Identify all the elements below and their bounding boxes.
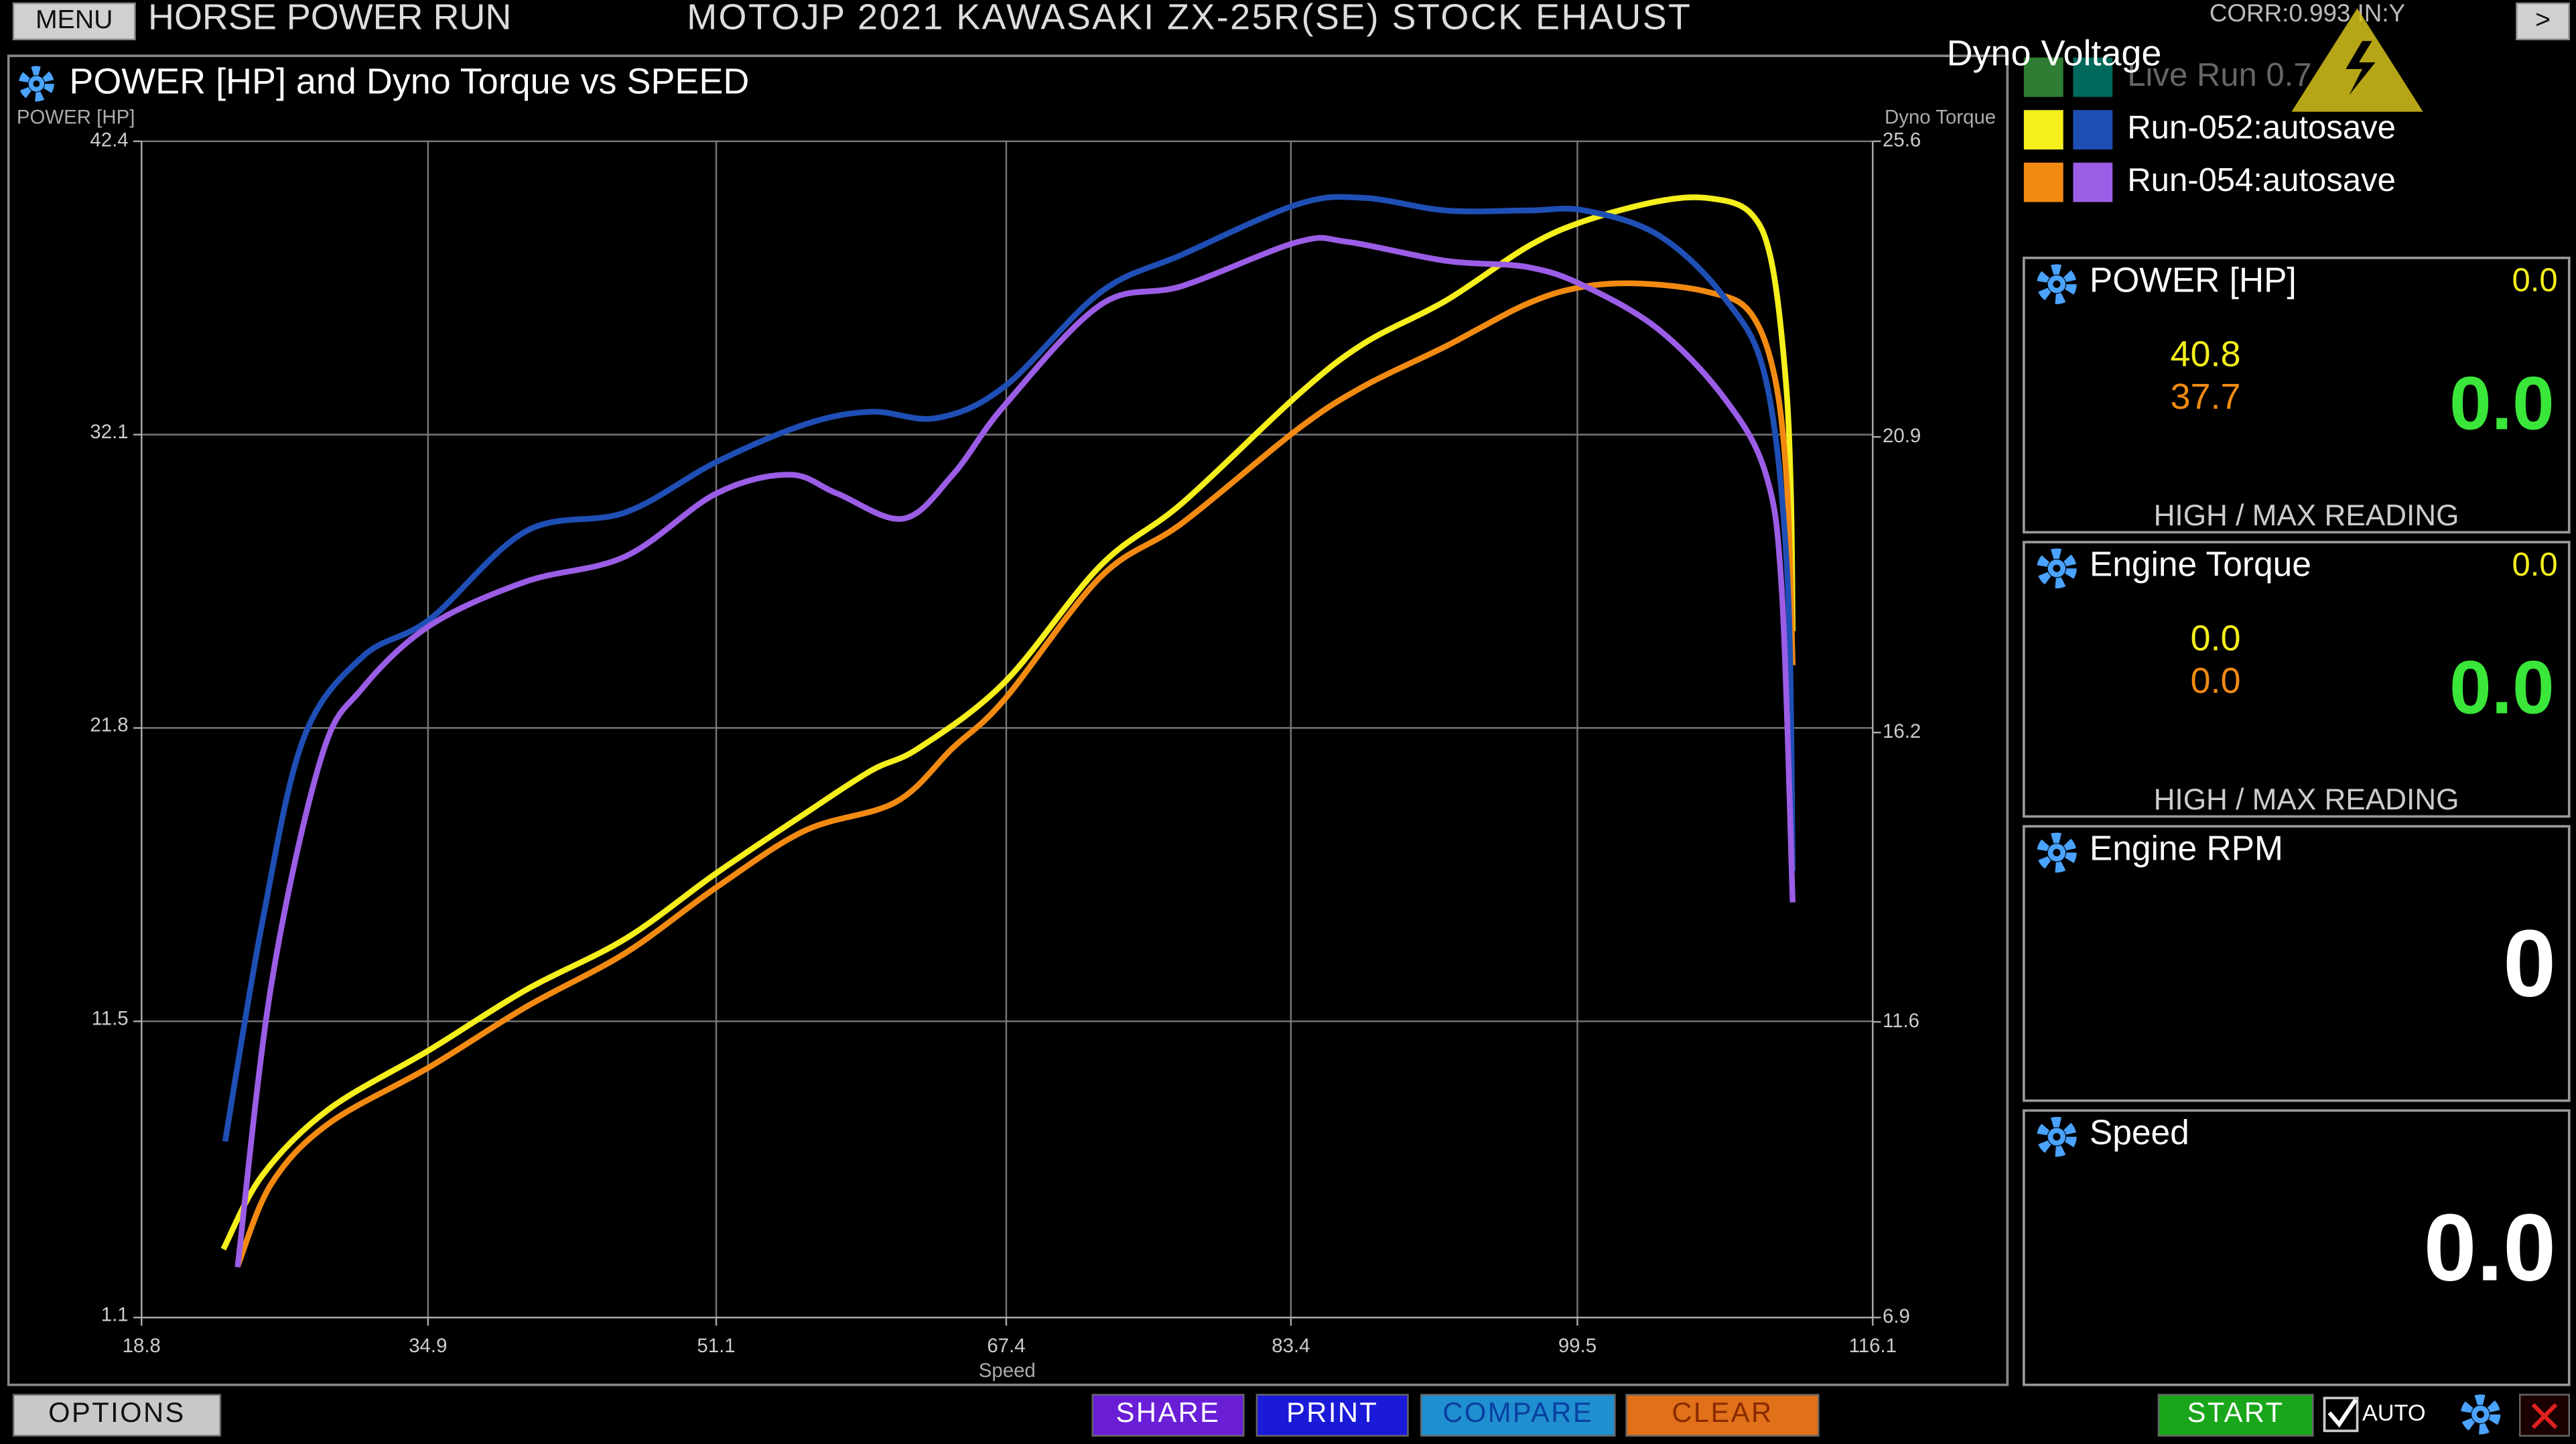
chart-title: POWER [HP] and Dyno Torque vs SPEED — [69, 61, 749, 101]
gear-icon-hole — [2053, 1133, 2061, 1141]
x-tick-label: 18.8 — [123, 1335, 161, 1357]
y2-tick-label: 11.6 — [1883, 1010, 1919, 1032]
x-tick-label: 51.1 — [697, 1335, 735, 1357]
panel-high-value: 40.8 — [2171, 334, 2241, 374]
legend-swatch — [2023, 110, 2063, 150]
panel-big-value: 0.0 — [2449, 645, 2555, 729]
button[interactable] — [1091, 1394, 1245, 1437]
legend-swatch — [2073, 162, 2113, 202]
legend-swatch — [2073, 57, 2113, 97]
y-axis-label: POWER [HP] — [17, 106, 135, 128]
x-tick-label: 83.4 — [1272, 1335, 1310, 1357]
gear-icon-hole — [2053, 848, 2061, 856]
panel-live-value: 0.0 — [2512, 547, 2557, 583]
y2-tick-label: 25.6 — [1883, 129, 1921, 151]
button[interactable] — [12, 1394, 222, 1437]
panel-max-value: 0.0 — [2190, 661, 2240, 701]
panel-live-value: 0.0 — [2512, 263, 2557, 299]
panel-title: POWER [HP] — [2090, 260, 2297, 299]
button-label[interactable]: PRINT — [1286, 1396, 1378, 1428]
gear-icon — [2037, 548, 2077, 589]
voltage-label: Dyno Voltage — [1947, 34, 2162, 74]
y-tick-label: 42.4 — [90, 129, 128, 151]
legend-label: Live Run 0.7 — [2127, 57, 2311, 93]
panels: POWER [HP] 0.0 40.837.7 0.0 HIGH / MAX READI… — [2023, 257, 2571, 1386]
x-tick-label: 34.9 — [409, 1335, 447, 1357]
series-line — [220, 194, 1796, 1251]
series-line — [222, 194, 1796, 1142]
menu-label[interactable]: MENU — [36, 5, 113, 34]
gear-icon — [2037, 264, 2077, 304]
bolt-icon — [2346, 41, 2376, 96]
y-tick-label: 1.1 — [101, 1304, 129, 1326]
button[interactable] — [2157, 1394, 2314, 1437]
legend-label: Run-054:autosave — [2127, 162, 2396, 198]
legend: Live Run 0.7 Run-052:autosave Run-054:auto… — [2023, 57, 2396, 202]
panel-title: Speed — [2090, 1113, 2189, 1152]
button-label[interactable]: COMPARE — [1442, 1396, 1593, 1428]
legend-swatch — [2023, 162, 2063, 202]
chart: POWER [HP] and Dyno Torque vs SPEED POWER… — [17, 61, 1996, 1382]
readout-panel — [2023, 257, 2571, 534]
next-label[interactable]: > — [2535, 5, 2551, 34]
button-label[interactable]: START — [2187, 1396, 2285, 1428]
panel-big-value: 0.0 — [2424, 1195, 2557, 1301]
panel-footer: HIGH / MAX READING — [2154, 783, 2459, 816]
next-button[interactable] — [2516, 2, 2571, 41]
y2-tick-label: 20.9 — [1883, 425, 1921, 447]
series-line — [234, 235, 1796, 1268]
gear-icon-hole — [33, 80, 40, 87]
panel-big-value: 0 — [2503, 910, 2556, 1016]
legend-label: Run-052:autosave — [2127, 110, 2396, 146]
readout-panel — [2023, 541, 2571, 818]
gear-icon-hole — [2476, 1410, 2484, 1419]
x-tick-label: 116.1 — [1849, 1335, 1897, 1357]
gear-icon — [18, 66, 54, 102]
legend-swatch — [2073, 110, 2113, 150]
button-label[interactable]: OPTIONS — [48, 1396, 186, 1428]
y2-tick-label: 16.2 — [1883, 720, 1921, 742]
readout-panel — [2023, 1109, 2571, 1386]
gear-icon — [2460, 1394, 2501, 1435]
readout-panel — [2023, 825, 2571, 1102]
panel-footer: HIGH / MAX READING — [2154, 499, 2459, 532]
gear-icon — [2037, 1116, 2077, 1157]
chart-frame — [7, 54, 2009, 1386]
button[interactable] — [1256, 1394, 1409, 1437]
menu-button[interactable] — [12, 2, 136, 41]
panel-high-value: 0.0 — [2190, 618, 2240, 658]
button[interactable] — [1625, 1394, 1820, 1437]
panel-title: Engine Torque — [2090, 544, 2311, 583]
x-axis-label: Speed — [979, 1360, 1036, 1382]
gear-icon-hole — [2053, 564, 2061, 572]
legend-swatch — [2023, 57, 2063, 97]
y-tick-label: 21.8 — [90, 714, 128, 736]
gear-icon-hole — [2053, 280, 2061, 288]
run-title: MOTOJP 2021 KAWASAKI ZX-25R(SE) STOCK EH… — [687, 0, 1692, 38]
button-label[interactable]: SHARE — [1116, 1396, 1221, 1428]
x-tick-label: 67.4 — [987, 1335, 1025, 1357]
mode-label: HORSE POWER RUN — [148, 0, 511, 38]
corr-label: CORR:0.993 IN:Y — [2210, 0, 2405, 27]
y2-axis-label: Dyno Torque — [1885, 106, 1996, 128]
button[interactable] — [1420, 1394, 1616, 1437]
panel-max-value: 37.7 — [2171, 377, 2241, 417]
y-tick-label: 32.1 — [90, 421, 128, 443]
panel-title: Engine RPM — [2090, 829, 2283, 868]
close-icon[interactable] — [2531, 1402, 2558, 1429]
button-label[interactable]: CLEAR — [1672, 1396, 1773, 1428]
auto-label[interactable]: AUTO — [2362, 1400, 2426, 1426]
gear-icon — [2037, 832, 2077, 873]
y2-tick-label: 6.9 — [1883, 1305, 1910, 1327]
x-tick-label: 99.5 — [1558, 1335, 1597, 1357]
buttons: OPTIONS SHARE PRINT COMPARE CLEAR START AUTO — [12, 1394, 2571, 1437]
y-tick-label: 11.5 — [92, 1008, 129, 1030]
auto-check[interactable] — [2327, 1398, 2358, 1428]
panel-big-value: 0.0 — [2449, 360, 2555, 445]
